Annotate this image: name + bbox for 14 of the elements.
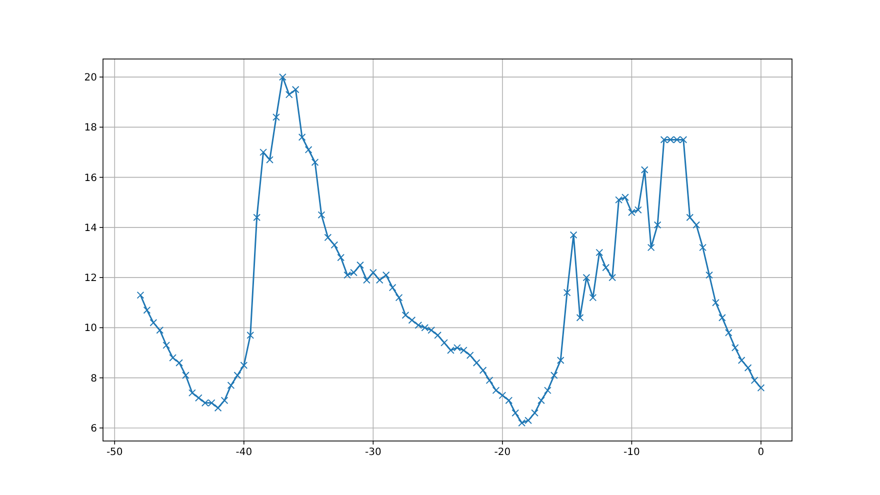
x-tick-label: -10 — [624, 447, 640, 458]
x-tick-label: -30 — [365, 447, 382, 458]
x-tick-label: -20 — [494, 447, 511, 458]
y-tick-label: 20 — [84, 72, 97, 84]
x-tick-label: -50 — [106, 447, 123, 458]
y-tick-label: 18 — [84, 122, 97, 134]
y-tick-label: 8 — [90, 373, 97, 384]
x-tick-label: 0 — [758, 447, 764, 458]
x-tick-label: -40 — [236, 447, 252, 458]
y-tick-label: 6 — [90, 423, 97, 434]
y-tick-label: 12 — [84, 273, 97, 284]
y-tick-label: 16 — [84, 172, 97, 184]
y-tick-label: 10 — [84, 323, 97, 334]
y-tick-label: 14 — [84, 222, 97, 234]
